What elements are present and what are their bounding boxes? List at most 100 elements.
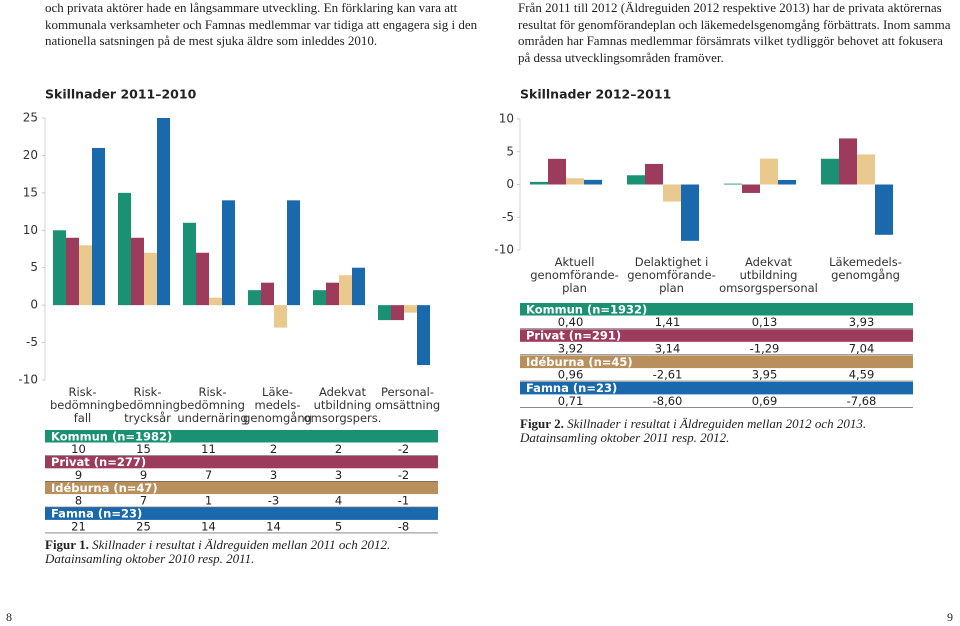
bar <box>248 290 261 306</box>
table-value: 1,41 <box>655 315 681 329</box>
bar <box>742 184 760 193</box>
x-tick-label: Delaktighet i genomförande- plan <box>627 255 716 295</box>
table-value: -1,29 <box>750 341 780 355</box>
chart-title: Skillnader 2012–2011 <box>520 87 671 102</box>
bar <box>548 158 566 185</box>
caption-label: Figur 1. <box>45 537 89 552</box>
table-value: 2 <box>270 442 277 456</box>
bar <box>352 267 365 306</box>
x-tick-label: Adekvat utbildning omsorgspers. <box>303 385 382 425</box>
chart-title: Skillnader 2011–2010 <box>45 87 197 102</box>
bar <box>183 222 196 306</box>
table-value: 11 <box>201 442 216 456</box>
legend-band <box>45 455 438 469</box>
table-value: 21 <box>71 519 86 533</box>
bar <box>53 230 66 306</box>
legend-label: Privat (n=291) <box>526 329 621 343</box>
x-tick-label: Risk- bedömning trycksår <box>115 385 180 425</box>
table-value: 9 <box>75 468 82 482</box>
bar <box>261 282 274 306</box>
table-value: 1 <box>205 494 212 508</box>
bar <box>760 158 778 185</box>
table-value: 0,13 <box>752 315 778 329</box>
table-value: 3 <box>335 468 342 482</box>
legend-band <box>45 481 438 495</box>
bar <box>627 175 645 185</box>
legend-band <box>520 355 913 369</box>
y-tick-label: -5 <box>502 210 514 224</box>
caption-line: Datainsamling oktober 2010 resp. 2011. <box>45 551 255 566</box>
table-value: 0,71 <box>558 394 584 408</box>
table-value: 4,59 <box>849 368 875 382</box>
bar <box>724 183 742 185</box>
bar <box>839 138 857 185</box>
table-value: -1 <box>398 494 409 508</box>
bar <box>274 305 287 328</box>
bar <box>681 184 699 241</box>
bar <box>566 178 584 185</box>
x-tick-label: Risk- bedömning undernäring <box>177 385 248 425</box>
y-tick-label: 5 <box>506 144 514 158</box>
caption-text: Skillnader i resultat i Äldreguiden mell… <box>92 537 391 552</box>
x-tick-label: Aktuell genomförande- plan <box>530 255 619 295</box>
table-value: 14 <box>266 519 281 533</box>
legend-label: Idéburna (n=47) <box>51 481 158 495</box>
table-value: 2 <box>335 442 342 456</box>
table-value: 15 <box>136 442 151 456</box>
paragraph-line: områden har Famnas medlemmar försämrats … <box>518 33 943 48</box>
table-value: -8 <box>398 519 409 533</box>
bar <box>79 245 92 306</box>
table-value: 9 <box>140 468 147 482</box>
bar <box>326 282 339 306</box>
y-tick-label: 5 <box>30 260 38 274</box>
table-value: 14 <box>201 519 216 533</box>
table-value: 7 <box>205 468 212 482</box>
caption-line: Figur 1. Skillnader i resultat i Äldregu… <box>45 538 390 552</box>
table-value: -8,60 <box>653 394 683 408</box>
bar <box>821 158 839 185</box>
paragraph-line: resultat för genomförandeplan och läkeme… <box>518 16 951 32</box>
bar <box>391 305 404 321</box>
x-tick-label: Läke- medels- genomgång <box>243 385 312 425</box>
legend-band <box>520 303 913 316</box>
figure-caption: Figur 2. Skillnader i resultat i Äldregu… <box>520 417 866 445</box>
table-value: 0,69 <box>752 394 778 408</box>
page-number: 8 <box>6 610 12 624</box>
bar <box>131 237 144 306</box>
y-tick-label: 0 <box>506 177 514 191</box>
y-tick-label: 10 <box>23 223 38 237</box>
table-value: 8 <box>75 494 82 508</box>
table-value: 3,92 <box>558 341 584 355</box>
table-value: 3 <box>270 468 277 482</box>
table-value: -2,61 <box>653 368 683 382</box>
paragraph: och privata aktörer hade en långsammare … <box>45 0 477 50</box>
bar <box>287 200 300 306</box>
x-tick-label: Adekvat utbildning omsorgspersonal <box>719 255 818 295</box>
table-value: 5 <box>335 519 342 533</box>
bar <box>313 290 326 306</box>
table-value: 0,40 <box>558 315 584 329</box>
caption-label: Figur 2. <box>520 416 564 431</box>
bar <box>339 275 352 306</box>
bar <box>144 252 157 306</box>
table-value: -2 <box>398 442 409 456</box>
y-tick-label: -10 <box>494 243 514 257</box>
paragraph: Från 2011 till 2012 (Äldreguiden 2012 re… <box>518 0 950 66</box>
bar <box>66 237 79 306</box>
table-value: 3,95 <box>752 368 778 382</box>
legend-band <box>45 507 438 520</box>
y-tick-label: 20 <box>23 148 38 162</box>
caption-text: Skillnader i resultat i Äldreguiden mell… <box>567 416 867 431</box>
x-tick-label: Risk- bedömning fall <box>50 385 115 425</box>
table-value: 3,14 <box>655 341 681 355</box>
bar <box>875 184 893 235</box>
table-value: -3 <box>268 494 279 508</box>
y-tick-label: -5 <box>26 335 38 349</box>
paragraph-line: nationella satsningen på de mest sjuka ä… <box>45 33 378 48</box>
y-tick-label: 15 <box>23 185 38 199</box>
y-tick-label: 0 <box>30 298 38 312</box>
paragraph-line: och privata aktörer hade en långsammare … <box>45 0 458 15</box>
bar <box>92 147 105 306</box>
